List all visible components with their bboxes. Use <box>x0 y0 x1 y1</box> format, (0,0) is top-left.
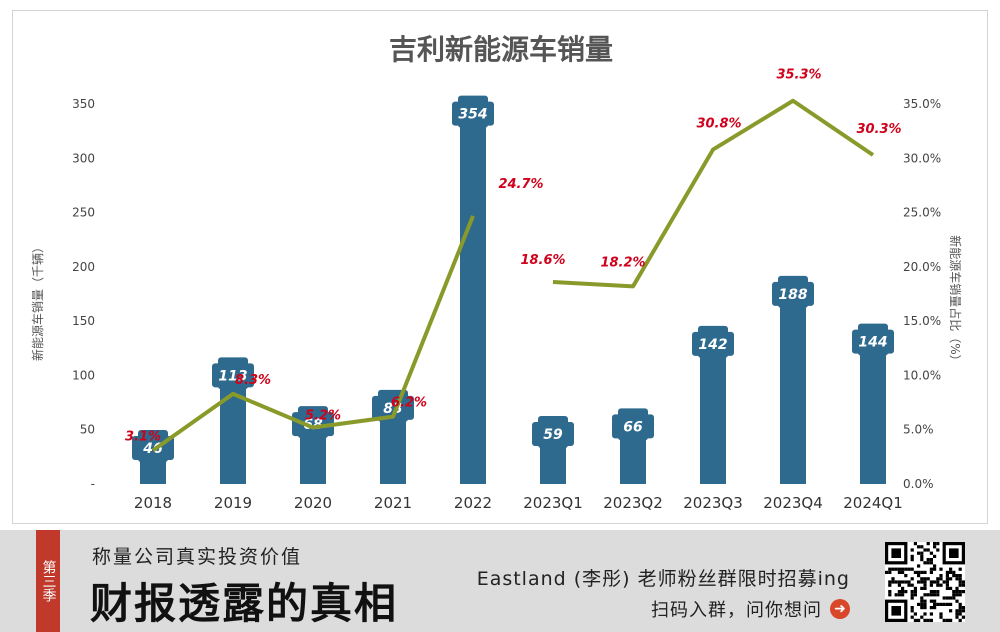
bar-label-cap <box>298 406 328 439</box>
bar-label-cap <box>778 275 808 308</box>
y2-axis-ticks: 0.0% 5.0% 10.0% 15.0% 20.0% 25.0% 30.0% 35.0% <box>903 97 941 491</box>
y2-tick-label: 15.0% <box>903 314 941 328</box>
y2-tick-label: 5.0% <box>903 423 934 437</box>
y2-tick-label: 0.0% <box>903 477 934 491</box>
x-axis-ticks: 2018 2019 2020 2021 2022 2023Q1 2023Q2 2023Q3 20… <box>134 494 903 512</box>
line-value-label: 18.6% <box>520 253 565 268</box>
line-value-label: 24.7% <box>498 177 543 192</box>
x-tick-label: 2020 <box>294 494 332 512</box>
scan-prompt[interactable]: 扫码入群，问你想问 ➜ <box>651 596 850 622</box>
bar-label-cap <box>858 323 888 356</box>
y-axis-label: 新能源车销量（千辆） <box>30 241 45 361</box>
y-tick-label: 100 <box>72 368 95 382</box>
y-tick-label: 250 <box>72 206 95 220</box>
line-segment <box>151 215 475 452</box>
line-segment <box>552 98 875 289</box>
bar-value-label: 354 <box>458 107 487 123</box>
chart-title: 吉利新能源车销量 <box>389 33 613 66</box>
x-tick-label: 2019 <box>214 494 252 512</box>
line-value-label: 30.3% <box>856 122 901 137</box>
y-tick-label: 350 <box>72 97 95 111</box>
line-value-label: 18.2% <box>600 255 645 270</box>
season-badge: 第三季 <box>36 530 60 632</box>
x-tick-label: 2022 <box>454 494 492 512</box>
bar-label-cap <box>698 325 728 358</box>
bar-value-label: 188 <box>778 287 807 303</box>
bar-value-label: 68 <box>303 417 323 433</box>
line-value-label: 6.2% <box>391 396 427 411</box>
y2-tick-label: 20.0% <box>903 260 941 274</box>
line-value-label: 35.3% <box>776 68 821 83</box>
qr-code-icon[interactable] <box>885 542 965 622</box>
x-tick-label: 2018 <box>134 494 172 512</box>
y2-tick-label: 30.0% <box>903 151 941 165</box>
line-value-label: 30.8% <box>696 117 741 132</box>
x-tick-label: 2021 <box>374 494 412 512</box>
bar <box>780 279 806 484</box>
bar-label-cap <box>618 408 648 441</box>
y-tick-label: 150 <box>72 314 95 328</box>
y2-tick-label: 35.0% <box>903 97 941 111</box>
y-tick-label: 50 <box>80 423 95 437</box>
x-tick-label: 2024Q1 <box>843 494 903 512</box>
bar-value-label: 113 <box>218 368 247 384</box>
bar-label-cap <box>218 357 248 390</box>
y2-tick-label: 10.0% <box>903 368 941 382</box>
line-series: 3.1% 8.3% 5.2% 6.2% 24.7% 18.6% 18.2% 30.8% 35.3… <box>125 68 902 452</box>
banner-title: 财报透露的真相 <box>90 579 399 628</box>
line-value-label: 5.2% <box>305 409 341 424</box>
bar-label-cap <box>138 430 168 463</box>
bar-value-label: 142 <box>698 337 727 353</box>
bar-label-cap <box>458 95 488 128</box>
x-tick-label: 2023Q3 <box>683 494 743 512</box>
footer-banner: 第三季 称量公司真实投资价值 财报透露的真相 Eastland (李彤) 老师粉… <box>0 530 1000 632</box>
arrow-right-circle-icon[interactable]: ➜ <box>830 599 850 619</box>
bar-value-label: 59 <box>543 427 563 443</box>
x-tick-label: 2023Q1 <box>523 494 583 512</box>
line-value-label: 8.3% <box>235 373 271 388</box>
chart-card: 吉利新能源车销量 新能源车销量（千辆） 新能源车销量占比（%） - 50 100 15… <box>12 10 988 524</box>
y-tick-label: 300 <box>72 151 95 165</box>
y-axis-ticks: - 50 100 150 200 250 300 350 <box>72 97 95 491</box>
y2-axis-label: 新能源车销量占比（%） <box>948 235 963 366</box>
bar <box>460 99 486 485</box>
scan-text: 扫码入群，问你想问 <box>651 600 822 621</box>
promo-text: Eastland (李彤) 老师粉丝群限时招募ing <box>476 568 850 590</box>
x-tick-label: 2023Q2 <box>603 494 663 512</box>
y-tick-label: - <box>91 477 95 491</box>
line-value-label: 3.1% <box>125 429 161 444</box>
bar-value-label: 66 <box>623 419 643 435</box>
y-tick-label: 200 <box>72 260 95 274</box>
bar-label-cap <box>538 415 568 448</box>
y2-tick-label: 25.0% <box>903 206 941 220</box>
chart-svg: 吉利新能源车销量 新能源车销量（千辆） 新能源车销量占比（%） - 50 100 15… <box>30 33 963 512</box>
bar-value-label: 144 <box>858 335 887 351</box>
banner-subtitle: 称量公司真实投资价值 <box>92 546 303 568</box>
x-tick-label: 2023Q4 <box>763 494 823 512</box>
